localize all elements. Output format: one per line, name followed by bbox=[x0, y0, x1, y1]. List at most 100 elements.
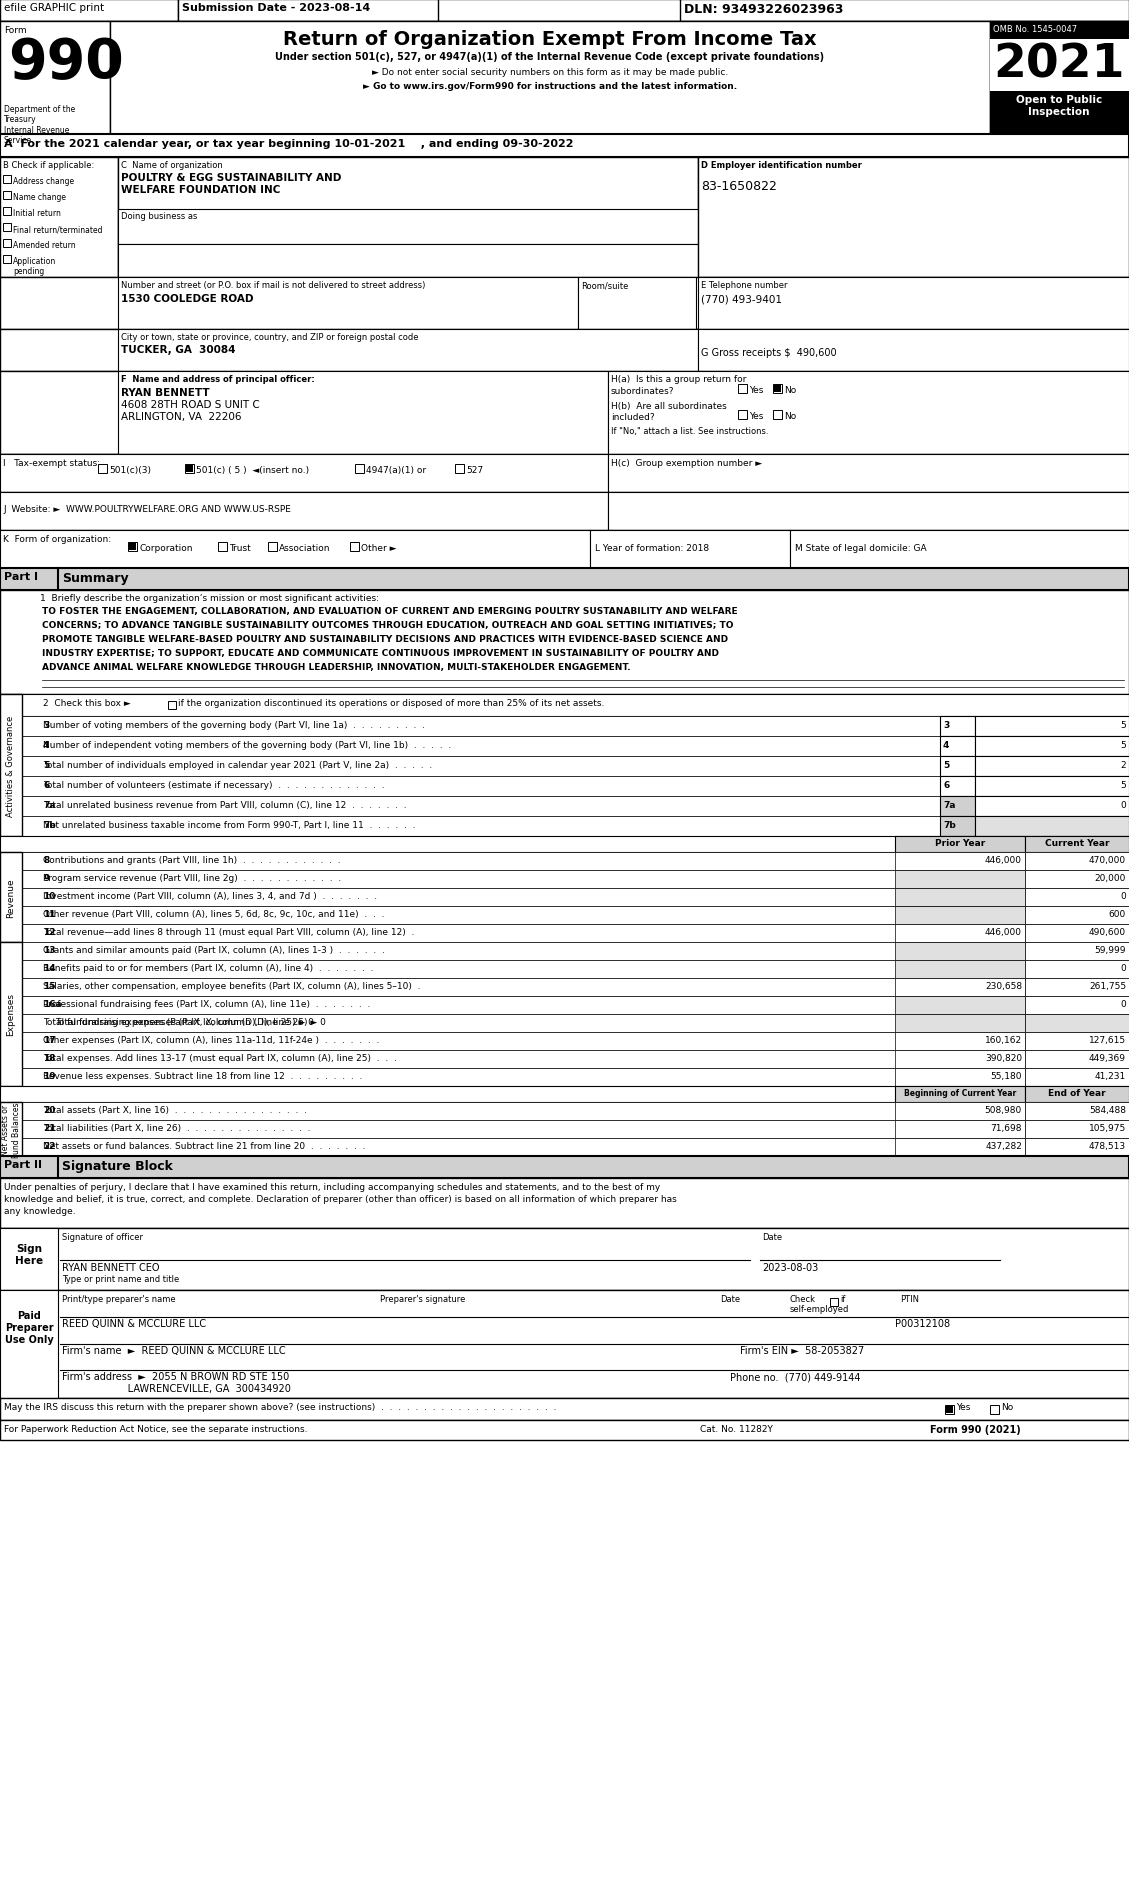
Text: 3: 3 bbox=[43, 721, 50, 730]
Text: Name change: Name change bbox=[14, 192, 65, 201]
Text: Total liabilities (Part X, line 26)  .  .  .  .  .  .  .  .  .  .  .  .  .  .  .: Total liabilities (Part X, line 26) . . … bbox=[43, 1124, 310, 1133]
Text: 14: 14 bbox=[43, 964, 55, 973]
Text: Signature of officer: Signature of officer bbox=[62, 1233, 143, 1242]
Text: Sign: Sign bbox=[16, 1244, 42, 1253]
Bar bbox=[0, 373, 1129, 455]
Text: 478,513: 478,513 bbox=[1088, 1140, 1126, 1150]
Text: PROMOTE TANGIBLE WELFARE-BASED POULTRY AND SUSTAINABILITY DECISIONS AND PRACTICE: PROMOTE TANGIBLE WELFARE-BASED POULTRY A… bbox=[42, 634, 728, 644]
Bar bbox=[990, 1406, 999, 1413]
Bar bbox=[895, 996, 1025, 1014]
Bar bbox=[975, 777, 1129, 796]
Text: 7b: 7b bbox=[943, 821, 956, 830]
Bar bbox=[0, 158, 1129, 279]
Text: Final return/terminated: Final return/terminated bbox=[14, 224, 103, 233]
Text: Total revenue—add lines 8 through 11 (must equal Part VIII, column (A), line 12): Total revenue—add lines 8 through 11 (mu… bbox=[43, 928, 414, 937]
Bar bbox=[895, 1086, 1025, 1103]
Text: Total fundraising expenses (Part IX, column (D), line 25) ► 0: Total fundraising expenses (Part IX, col… bbox=[43, 1018, 314, 1026]
Text: City or town, state or province, country, and ZIP or foreign postal code: City or town, state or province, country… bbox=[121, 333, 419, 343]
Text: Beginning of Current Year: Beginning of Current Year bbox=[904, 1088, 1016, 1097]
Text: Type or print name and title: Type or print name and title bbox=[62, 1274, 180, 1284]
Text: 437,282: 437,282 bbox=[986, 1140, 1022, 1150]
Text: 7a: 7a bbox=[943, 800, 955, 809]
Bar bbox=[975, 717, 1129, 736]
Bar bbox=[0, 329, 1129, 373]
Text: 7a: 7a bbox=[43, 800, 55, 809]
Text: 55,180: 55,180 bbox=[990, 1071, 1022, 1080]
Text: C  Name of organization: C Name of organization bbox=[121, 162, 222, 169]
Text: included?: included? bbox=[611, 412, 655, 422]
Text: 390,820: 390,820 bbox=[984, 1054, 1022, 1063]
Text: Return of Organization Exempt From Income Tax: Return of Organization Exempt From Incom… bbox=[283, 30, 816, 49]
Text: 2023-08-03: 2023-08-03 bbox=[762, 1263, 819, 1272]
Text: Yes: Yes bbox=[749, 412, 763, 422]
Text: Paid: Paid bbox=[17, 1310, 41, 1321]
Bar bbox=[0, 531, 1129, 568]
Text: H(b)  Are all subordinates: H(b) Are all subordinates bbox=[611, 401, 727, 410]
Bar bbox=[609, 455, 1129, 493]
Bar bbox=[1025, 888, 1129, 907]
Text: if the organization discontinued its operations or disposed of more than 25% of : if the organization discontinued its ope… bbox=[178, 698, 604, 708]
Text: May the IRS discuss this return with the preparer shown above? (see instructions: May the IRS discuss this return with the… bbox=[5, 1402, 557, 1412]
Bar bbox=[0, 455, 1129, 493]
Text: 490,600: 490,600 bbox=[1088, 928, 1126, 937]
Text: Date: Date bbox=[762, 1233, 782, 1242]
Text: ► Do not enter social security numbers on this form as it may be made public.: ► Do not enter social security numbers o… bbox=[371, 68, 728, 77]
Bar bbox=[0, 888, 1129, 907]
Text: 527: 527 bbox=[466, 465, 483, 474]
Text: Form 990 (2021): Form 990 (2021) bbox=[930, 1425, 1021, 1434]
Text: 20,000: 20,000 bbox=[1095, 873, 1126, 883]
Bar bbox=[940, 717, 975, 736]
Bar bbox=[0, 907, 1129, 924]
Text: 2: 2 bbox=[1120, 760, 1126, 770]
Text: knowledge and belief, it is true, correct, and complete. Declaration of preparer: knowledge and belief, it is true, correc… bbox=[5, 1195, 676, 1203]
Text: 7b: 7b bbox=[43, 821, 55, 830]
Text: Address change: Address change bbox=[14, 177, 75, 186]
Bar bbox=[940, 817, 975, 837]
Text: Yes: Yes bbox=[749, 386, 763, 395]
Text: 6: 6 bbox=[43, 781, 50, 790]
Text: TUCKER, GA  30084: TUCKER, GA 30084 bbox=[121, 344, 236, 356]
Bar bbox=[0, 837, 1129, 853]
Text: Cat. No. 11282Y: Cat. No. 11282Y bbox=[700, 1425, 773, 1434]
Text: 2021: 2021 bbox=[994, 41, 1124, 87]
Bar bbox=[680, 0, 1129, 23]
Bar bbox=[455, 465, 464, 474]
Text: Investment income (Part VIII, column (A), lines 3, 4, and 7d )  .  .  .  .  .  .: Investment income (Part VIII, column (A)… bbox=[43, 892, 377, 900]
Text: PTIN: PTIN bbox=[900, 1295, 919, 1304]
Bar bbox=[895, 1050, 1025, 1069]
Text: 5: 5 bbox=[1120, 742, 1126, 749]
Bar bbox=[1025, 1120, 1129, 1139]
Bar bbox=[1025, 1103, 1129, 1120]
Bar bbox=[738, 410, 747, 420]
Bar bbox=[98, 465, 107, 474]
Text: Corporation: Corporation bbox=[139, 544, 193, 553]
Bar bbox=[0, 136, 1129, 158]
Bar bbox=[1025, 907, 1129, 924]
Text: L Year of formation: 2018: L Year of formation: 2018 bbox=[595, 544, 709, 553]
Text: 19: 19 bbox=[43, 1071, 55, 1080]
Text: 9: 9 bbox=[43, 873, 50, 883]
Bar bbox=[168, 702, 176, 710]
Text: Amended return: Amended return bbox=[14, 241, 76, 250]
Bar bbox=[350, 542, 359, 551]
Bar bbox=[119, 329, 698, 373]
Bar bbox=[0, 1050, 1129, 1069]
Text: Here: Here bbox=[15, 1255, 43, 1265]
Bar bbox=[609, 373, 1129, 455]
Text: 105,975: 105,975 bbox=[1088, 1124, 1126, 1133]
Bar bbox=[119, 245, 698, 279]
Bar bbox=[0, 757, 1129, 777]
Text: 21: 21 bbox=[43, 1124, 55, 1133]
Text: K  Form of organization:: K Form of organization: bbox=[3, 534, 111, 544]
Bar bbox=[0, 943, 21, 1086]
Text: POULTRY & EGG SUSTAINABILITY AND: POULTRY & EGG SUSTAINABILITY AND bbox=[121, 173, 341, 183]
Bar bbox=[790, 531, 1129, 568]
Text: Application
pending: Application pending bbox=[14, 256, 56, 277]
Text: Professional fundraising fees (Part IX, column (A), line 11e)  .  .  .  .  .  . : Professional fundraising fees (Part IX, … bbox=[43, 999, 370, 1009]
Text: 4947(a)(1) or: 4947(a)(1) or bbox=[366, 465, 426, 474]
Bar bbox=[0, 1103, 21, 1156]
Text: Total expenses. Add lines 13-17 (must equal Part IX, column (A), line 25)  .  . : Total expenses. Add lines 13-17 (must eq… bbox=[43, 1054, 397, 1063]
Bar bbox=[895, 871, 1025, 888]
Bar bbox=[0, 1421, 1129, 1440]
Text: Department of the
Treasury
Internal Revenue
Service: Department of the Treasury Internal Reve… bbox=[5, 105, 76, 145]
